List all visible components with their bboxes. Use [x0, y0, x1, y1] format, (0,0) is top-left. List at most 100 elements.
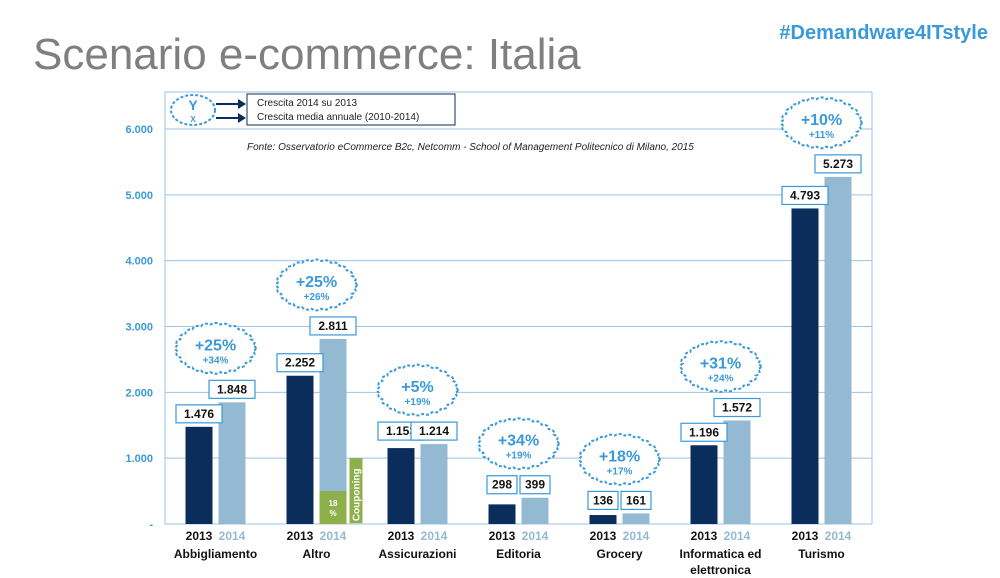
growth-badge-icon — [275, 258, 358, 312]
y-tick-label: 1.000 — [125, 453, 153, 465]
plot-frame — [164, 91, 873, 525]
data-label-box — [713, 397, 761, 418]
cagr-label: +19% — [405, 397, 431, 408]
source-note: Fonte: Osservatorio eCommerce B2c, Netco… — [247, 142, 694, 153]
year-label-2014: 2014 — [724, 529, 751, 543]
page-title: Scenario e-commerce: Italia — [33, 30, 581, 79]
data-label: 1.476 — [184, 407, 214, 421]
bar-2014 — [218, 402, 246, 524]
growth-label: +34% — [498, 433, 539, 450]
data-label: 1.214 — [419, 424, 449, 438]
legend-box — [246, 93, 456, 126]
growth-label: +5% — [401, 379, 433, 396]
year-label-2013: 2013 — [489, 529, 516, 543]
data-label: 1.196 — [689, 425, 719, 439]
bar-2013 — [286, 375, 314, 524]
growth-badge-icon — [174, 321, 257, 375]
data-label: 1.848 — [217, 382, 247, 396]
cagr-label: +24% — [708, 374, 734, 385]
legend-symbol-x: X — [190, 115, 196, 124]
data-label-box — [587, 490, 619, 511]
data-label: 1.572 — [722, 401, 752, 415]
legend-arrowhead-1-icon — [238, 99, 246, 109]
category-label: elettronica — [690, 563, 751, 577]
data-label-box — [814, 154, 862, 174]
category-label: Informatica ed — [679, 547, 761, 561]
bar-2014 — [824, 176, 852, 524]
growth-badge-icon — [780, 96, 863, 150]
legend: Y X Crescita 2014 su 2013 Crescita media… — [170, 93, 456, 126]
growth-label: +10% — [801, 112, 842, 129]
data-label: 399 — [525, 478, 545, 492]
y-tick-label: 4.000 — [125, 256, 153, 268]
data-label-box — [781, 185, 829, 206]
growth-badge-icon — [578, 432, 661, 486]
data-label: 161 — [626, 493, 646, 507]
year-label-2014: 2014 — [522, 529, 549, 543]
y-tick-label: 3.000 — [125, 322, 153, 334]
year-label-2013: 2013 — [590, 529, 617, 543]
bar-2014 — [521, 497, 549, 524]
year-label-2014: 2014 — [825, 529, 852, 543]
bar-2014 — [622, 513, 650, 524]
category-label: Abbigliamento — [174, 547, 257, 561]
bar-2013 — [690, 445, 718, 524]
year-label-2014: 2014 — [421, 529, 448, 543]
data-label: 2.252 — [285, 356, 315, 370]
cagr-label: +34% — [203, 355, 229, 366]
data-label-box — [680, 422, 728, 442]
bar-2013 — [589, 515, 617, 524]
cagr-label: +11% — [809, 130, 834, 141]
year-label-2013: 2013 — [287, 529, 314, 543]
data-label-box — [410, 421, 458, 441]
year-label-2013: 2013 — [792, 529, 819, 543]
data-label-box — [175, 404, 223, 424]
y-tick-label: 2.000 — [125, 387, 153, 399]
category-label: Turismo — [798, 547, 844, 561]
bar-2013 — [488, 504, 516, 524]
couponing-label: Couponing — [352, 468, 363, 521]
legend-arrowhead-2-icon — [238, 113, 246, 123]
data-label: 4.793 — [790, 188, 820, 202]
y-tick-label: 5.000 — [125, 190, 153, 202]
data-label-box — [276, 353, 324, 373]
data-label: 1.153 — [386, 424, 416, 438]
legend-badge-icon — [170, 94, 216, 126]
data-label-box — [309, 316, 357, 336]
couponing-bar — [319, 491, 347, 524]
y-tick-label: - — [149, 519, 153, 531]
bar-2013 — [185, 426, 213, 524]
data-label: 298 — [492, 478, 512, 492]
year-label-2013: 2013 — [388, 529, 415, 543]
growth-badge-icon — [477, 417, 560, 471]
couponing-share-unit: % — [329, 509, 336, 518]
category-label: Assicurazioni — [378, 547, 456, 561]
growth-label: +25% — [195, 337, 236, 354]
year-label-2013: 2013 — [691, 529, 718, 543]
bar-2014 — [723, 420, 751, 524]
year-label-2013: 2013 — [186, 529, 213, 543]
growth-label: +25% — [296, 274, 337, 291]
legend-line-1: Crescita 2014 su 2013 — [257, 98, 358, 109]
couponing-share: 18 — [329, 499, 338, 508]
cagr-label: +19% — [506, 451, 532, 462]
y-tick-label: 6.000 — [125, 124, 153, 136]
data-label-box — [486, 475, 518, 495]
data-label: 2.811 — [318, 319, 348, 333]
cagr-label: +26% — [304, 292, 330, 303]
category-label: Altro — [303, 547, 331, 561]
bar-2013 — [791, 208, 819, 525]
growth-label: +31% — [700, 356, 741, 373]
bar-2013 — [387, 448, 415, 524]
category-label: Grocery — [596, 547, 642, 561]
growth-label: +18% — [599, 448, 640, 465]
data-label: 136 — [593, 493, 613, 507]
data-label-box — [519, 475, 551, 495]
hashtag: #Demandware4ITstyle — [779, 22, 988, 44]
couponing-label-box — [349, 458, 363, 524]
category-label: Editoria — [496, 547, 541, 561]
growth-badge-icon — [376, 363, 459, 417]
year-label-2014: 2014 — [320, 529, 347, 543]
data-label-box — [620, 490, 652, 511]
